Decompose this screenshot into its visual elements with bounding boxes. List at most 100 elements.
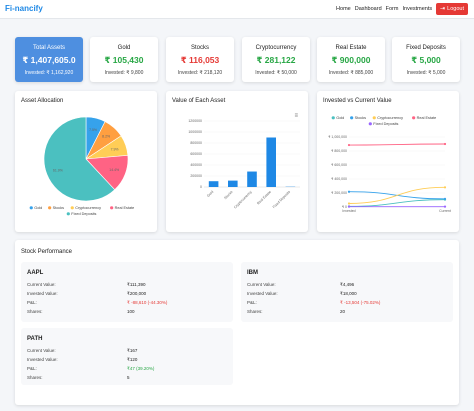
legend-marker [70, 206, 74, 210]
legend-item: Real Estate [115, 206, 135, 210]
bar-gold [208, 181, 219, 187]
series-point [443, 186, 447, 189]
stat-value: ₹ 5,000 [411, 55, 441, 65]
invested-value-label: Invested Value: [247, 291, 278, 296]
legend-item: Real Estate [417, 116, 437, 120]
stat-title: Real Estate [335, 45, 367, 51]
stat-value: ₹ 281,122 [256, 55, 296, 65]
stat-value: ₹ 1,407,605.0 [22, 55, 76, 65]
legend-item: Fixed Deposits [71, 212, 96, 216]
legend-item: Gold [34, 206, 42, 210]
y-tick-label: ₹ 400,000 [331, 177, 347, 181]
pie-value-label: 61.9% [53, 168, 63, 172]
legend-item: Stocks [355, 116, 366, 120]
stat-card-total-assets: Total Assets ₹ 1,407,605.0 Invested: ₹ 1… [15, 37, 83, 82]
brand-logo[interactable]: Fi-nancify [5, 4, 43, 13]
top-navbar: Fi-nancify Home Dashboard Form Investmen… [0, 0, 474, 19]
legend-marker [368, 122, 372, 126]
nav-link-home[interactable]: Home [336, 6, 351, 12]
panel-title: Stock Performance [21, 249, 73, 255]
panel-title: Asset Allocation [21, 98, 64, 104]
invested-vs-current-panel: Invested vs Current Value Gold Stocks Cryp… [317, 91, 459, 232]
pnl-label: P&L: [247, 300, 257, 305]
series-point [347, 205, 351, 208]
shares-label: Shares: [27, 309, 43, 314]
stock-card-ibm: IBM Current Value: ₹4,496 Invested Value… [241, 262, 453, 322]
legend-item: Cryptocurrency [75, 206, 101, 210]
pie-slice-fixed-deposits [43, 116, 116, 202]
stat-invested: Invested: ₹ 1,162,920 [24, 70, 74, 76]
y-tick-label: 0 [200, 185, 202, 189]
series-line-cryptocurrency [348, 186, 446, 204]
nav-link-investments[interactable]: Investments [402, 6, 433, 12]
stat-invested: Invested: ₹ 885,000 [328, 70, 374, 76]
shares-value: 5 [127, 375, 130, 380]
y-tick-label: 200000 [190, 174, 202, 178]
current-value-label: Current Value: [27, 282, 56, 287]
y-tick-label: ₹ 600,000 [331, 163, 347, 167]
stat-invested: Invested: ₹ 9,800 [104, 70, 144, 76]
pnl-value: ₹ -88,610 (-44.30%) [127, 300, 168, 305]
stock-card-path: PATH Current Value: ₹167 Invested Value:… [21, 328, 233, 385]
asset-allocation-panel: Asset Allocation 7.5% 8.2% 7.9% 14.4% 61.9% G… [15, 91, 157, 232]
pie-value-label: 7.5% [89, 128, 97, 132]
current-value: ₹111,390 [127, 282, 146, 287]
stock-performance-panel: Stock Performance AAPL Current Value: ₹1… [15, 240, 459, 405]
stat-value: ₹ 116,053 [180, 55, 220, 65]
logout-label: Logout [447, 6, 464, 12]
y-tick-label: 1200000 [188, 119, 202, 123]
nav-link-dashboard[interactable]: Dashboard [354, 6, 382, 12]
line-chart: Gold Stocks Cryptocurrency Real Estate Fixed… [328, 116, 451, 213]
pnl-label: P&L: [27, 366, 37, 371]
stock-symbol: IBM [247, 270, 258, 276]
y-tick-label: ₹ 800,000 [331, 149, 347, 153]
legend-marker [331, 116, 335, 120]
series-line-gold [348, 199, 446, 207]
shares-label: Shares: [27, 375, 43, 380]
stock-symbol: PATH [27, 336, 43, 342]
stat-invested: Invested: ₹ 218,120 [177, 70, 223, 76]
hamburger-menu-icon[interactable]: ≡ [294, 113, 298, 119]
y-tick-label: ₹ 200,000 [331, 191, 347, 195]
legend-marker [66, 212, 70, 216]
stat-card-fixed-deposits: Fixed Deposits ₹ 5,000 Invested: ₹ 5,000 [392, 37, 460, 82]
nav-links: Home Dashboard Form Investments ⇥ Logout [336, 3, 468, 15]
stat-title: Cryptocurrency [255, 45, 297, 51]
stat-card-stocks: Stocks ₹ 116,053 Invested: ₹ 218,120 [166, 37, 234, 82]
pie-value-label: 7.9% [111, 147, 119, 151]
stat-value: ₹ 900,000 [331, 55, 371, 65]
y-tick-label: 800000 [190, 141, 202, 145]
shares-value: 100 [127, 309, 135, 314]
stat-title: Fixed Deposits [406, 45, 446, 51]
bar-cryptocurrency [247, 171, 257, 187]
shares-value: 20 [340, 309, 346, 314]
invested-value-label: Invested Value: [27, 291, 58, 296]
x-tick-label: Real Estate [256, 190, 272, 206]
pie-chart: 7.5% 8.2% 7.9% 14.4% 61.9% Gold Stocks Cryptocu… [29, 116, 135, 216]
legend-item: Gold [336, 116, 344, 120]
series-line-real-estate [348, 143, 446, 146]
logout-button[interactable]: ⇥ Logout [436, 3, 468, 15]
x-tick-label: Fixed Deposits [272, 190, 291, 209]
legend-marker [350, 116, 354, 120]
shares-label: Shares: [247, 309, 263, 314]
current-value-label: Current Value: [247, 282, 276, 287]
logout-icon: ⇥ [440, 6, 446, 12]
legend-marker [372, 116, 376, 120]
stock-symbol: AAPL [27, 270, 44, 276]
series-point [347, 202, 351, 205]
nav-link-form[interactable]: Form [385, 6, 399, 12]
pnl-value: ₹ -13,504 (-75.02%) [340, 300, 381, 305]
invested-value: ₹18,000 [340, 291, 357, 296]
pie-value-label: 8.2% [102, 135, 110, 139]
y-tick-label: 400000 [190, 163, 202, 167]
invested-value-label: Invested Value: [27, 357, 58, 362]
bar-stocks [228, 180, 238, 187]
stat-invested: Invested: ₹ 5,000 [406, 70, 446, 76]
x-tick-label: Cryptocurrency [233, 190, 253, 210]
y-tick-label: ₹ 0 [342, 205, 347, 209]
stat-title: Stocks [190, 45, 209, 51]
stock-card-aapl: AAPL Current Value: ₹111,390 Invested Va… [21, 262, 233, 322]
stat-card-real-estate: Real Estate ₹ 900,000 Invested: ₹ 885,00… [317, 37, 385, 82]
panel-title: Value of Each Asset [172, 98, 226, 104]
